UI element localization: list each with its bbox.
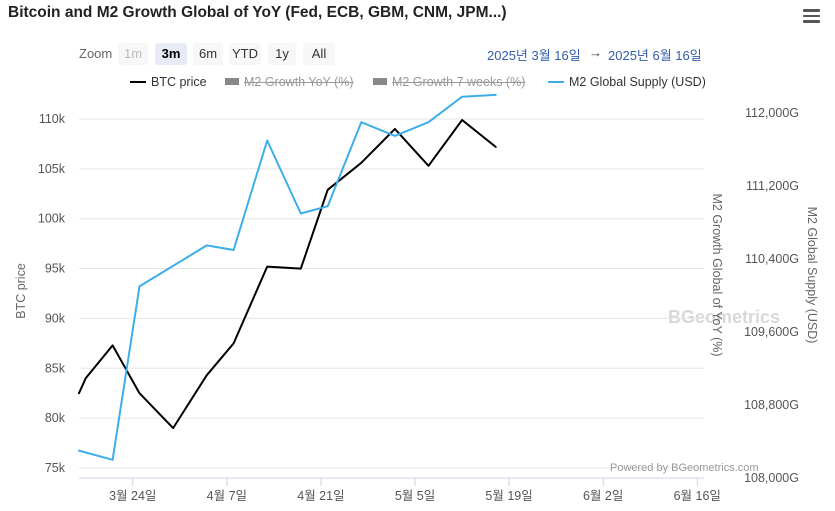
x-tick-label: 5월 5일 (395, 489, 435, 503)
x-tick-label: 4월 7일 (207, 489, 247, 503)
y-tick-label-right: 111,200G (746, 179, 799, 193)
legend-m2-growth-7weeks[interactable]: M2 Growth 7 weeks (%) (373, 74, 525, 90)
x-tick-label: 6월 2일 (583, 489, 623, 503)
y-tick-label-left: 95k (45, 262, 66, 276)
zoom-1y-button[interactable]: 1y (268, 43, 296, 65)
legend-line-icon (130, 80, 146, 83)
legend-label: M2 Growth 7 weeks (%) (392, 75, 526, 89)
y-tick-label-right: 109,600G (744, 325, 799, 339)
y-tick-label-left: 100k (38, 212, 66, 226)
y-tick-label-left: 85k (45, 361, 66, 375)
legend-box-icon (225, 78, 239, 86)
zoom-ytd-button[interactable]: YTD (229, 43, 261, 65)
y-tick-label-right: 110,400G (745, 252, 799, 266)
chart-title: Bitcoin and M2 Growth Global of YoY (Fed… (8, 4, 507, 21)
y-tick-label-right: 112,000G (745, 106, 799, 120)
legend-box-icon (373, 78, 387, 86)
legend-m2-global-supply[interactable]: M2 Global Supply (USD) (548, 74, 706, 90)
credits-link[interactable]: Powered by BGeometrics.com (610, 462, 759, 474)
x-tick-label: 6월 16일 (674, 489, 721, 503)
y-tick-label-left: 105k (38, 162, 66, 176)
y-tick-label-left: 80k (45, 411, 66, 425)
y-axis-title-right-2: M2 Global Supply (USD) (805, 207, 819, 344)
zoom-all-button[interactable]: All (303, 43, 335, 65)
y-tick-label-right: 108,800G (744, 398, 799, 412)
legend-label: BTC price (151, 75, 207, 89)
zoom-1m-button[interactable]: 1m (118, 43, 148, 65)
y-tick-label-right: 108,000G (744, 471, 799, 485)
hamburger-menu-icon[interactable] (803, 9, 820, 23)
x-tick-label: 4월 21일 (297, 489, 344, 503)
range-to-input[interactable]: 2025년 6월 16일 (608, 48, 702, 63)
zoom-3m-button[interactable]: 3m (155, 43, 187, 65)
range-from-input[interactable]: 2025년 3월 16일 (487, 48, 581, 63)
range-arrow: → (589, 45, 602, 60)
y-tick-label-left: 90k (45, 311, 66, 325)
legend-label: M2 Global Supply (USD) (569, 75, 706, 89)
series-line-m2-global-supply-usd- (78, 93, 497, 461)
x-tick-label: 5월 19일 (485, 489, 532, 503)
y-tick-label-left: 75k (45, 461, 66, 475)
series-line-btc-price (78, 119, 497, 430)
y-axis-title-left: BTC price (14, 263, 28, 319)
zoom-6m-button[interactable]: 6m (193, 43, 223, 65)
legend-line-icon (548, 80, 564, 83)
zoom-label: Zoom (79, 46, 113, 61)
legend-label: M2 Growth YoY (%) (244, 75, 354, 89)
legend-m2-growth-yoy[interactable]: M2 Growth YoY (%) (225, 74, 354, 90)
y-axis-title-right-1: M2 Growth Global of YoY (%) (710, 193, 724, 356)
x-tick-label: 3월 24일 (109, 489, 156, 503)
y-tick-label-left: 110k (39, 112, 66, 126)
watermark-logo: BGeometrics (668, 307, 781, 327)
legend-btc-price[interactable]: BTC price (130, 74, 207, 90)
